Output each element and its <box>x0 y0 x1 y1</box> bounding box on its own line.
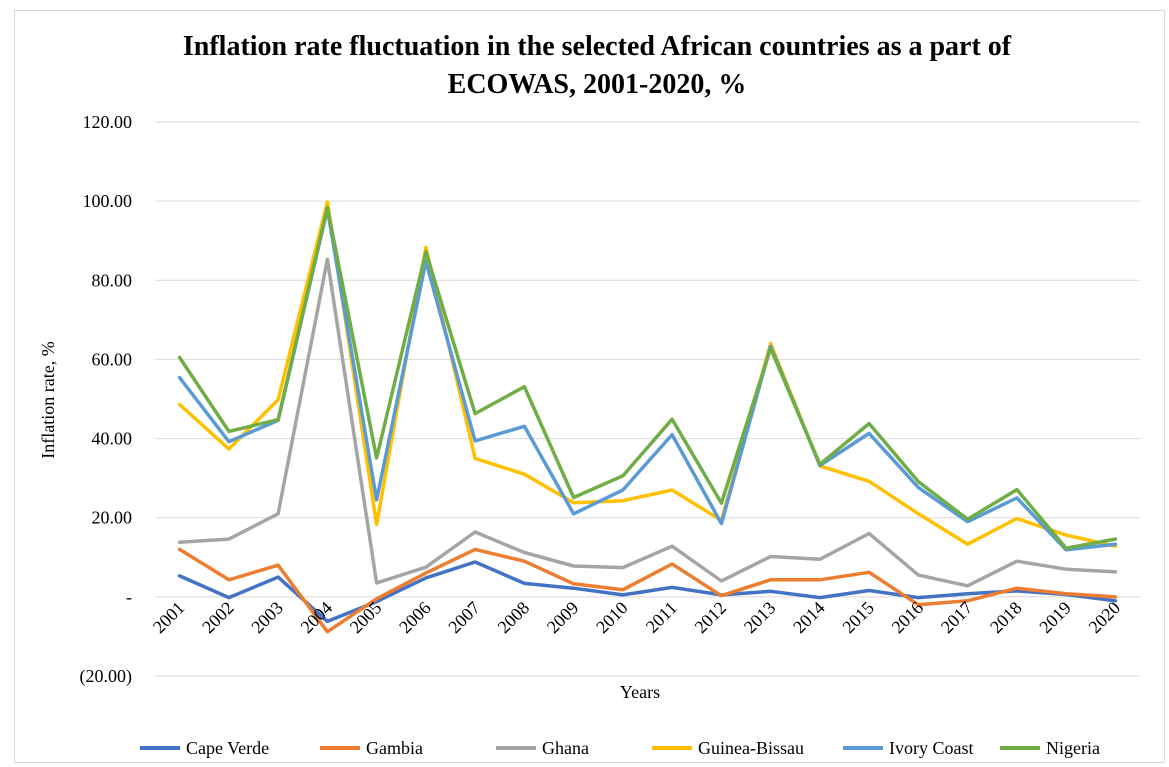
y-tick-label: 60.00 <box>92 349 133 369</box>
legend-label: Ghana <box>542 738 589 758</box>
x-axis-label: Years <box>620 682 660 702</box>
y-tick-label: (20.00) <box>80 666 133 687</box>
series-line <box>177 207 1118 552</box>
y-axis-ticks: 120.00 100.00 80.00 60.00 40.00 20.00 - (20.00) <box>80 112 133 687</box>
x-tick-label: 2008 <box>494 598 534 638</box>
legend-label: Ivory Coast <box>889 738 974 758</box>
y-tick-label: - <box>126 587 132 607</box>
x-tick-label: 2006 <box>395 598 435 638</box>
series-lines <box>177 200 1118 634</box>
x-tick-label: 2007 <box>444 598 484 638</box>
series-line <box>177 547 1118 634</box>
x-tick-label: 2001 <box>149 598 189 638</box>
x-tick-label: 2011 <box>642 598 681 637</box>
y-tick-label: 40.00 <box>92 429 133 449</box>
legend-label: Gambia <box>366 738 423 758</box>
x-tick-label: 2019 <box>1035 598 1075 638</box>
legend-label: Nigeria <box>1046 738 1100 758</box>
x-tick-label: 2012 <box>691 598 731 638</box>
legend-label: Guinea-Bissau <box>698 738 804 758</box>
legend-label: Cape Verde <box>186 738 269 758</box>
y-axis-label: Inflation rate, % <box>38 341 58 458</box>
series-line <box>177 560 1118 624</box>
y-tick-label: 20.00 <box>92 508 133 528</box>
x-axis-ticks: 2001 2002 2003 2004 2005 2006 2007 2008 2009 2010… <box>149 598 1124 638</box>
series-line <box>177 205 1118 550</box>
y-tick-label: 120.00 <box>83 112 133 132</box>
chart-title-line1: Inflation rate fluctuation in the select… <box>183 31 1012 62</box>
x-tick-label: 2003 <box>247 598 287 638</box>
x-tick-label: 2014 <box>789 598 829 638</box>
x-tick-label: 2020 <box>1085 598 1125 638</box>
chart-title-line2: ECOWAS, 2001-2020, % <box>448 69 747 100</box>
y-tick-label: 100.00 <box>83 191 133 211</box>
series-line <box>177 257 1118 588</box>
x-tick-label: 2015 <box>838 598 878 638</box>
legend: Cape Verde Gambia Ghana Guinea-Bissau Ivory … <box>140 738 1100 758</box>
x-tick-label: 2002 <box>198 598 238 638</box>
chart-frame <box>14 10 1165 763</box>
x-tick-label: 2013 <box>740 598 780 638</box>
x-tick-label: 2018 <box>986 598 1026 638</box>
x-tick-label: 2010 <box>592 598 632 638</box>
gridlines <box>155 121 1140 677</box>
series-line <box>177 200 1118 548</box>
x-tick-label: 2009 <box>543 598 583 638</box>
x-tick-label: 2005 <box>346 598 386 638</box>
y-tick-label: 80.00 <box>92 270 133 290</box>
